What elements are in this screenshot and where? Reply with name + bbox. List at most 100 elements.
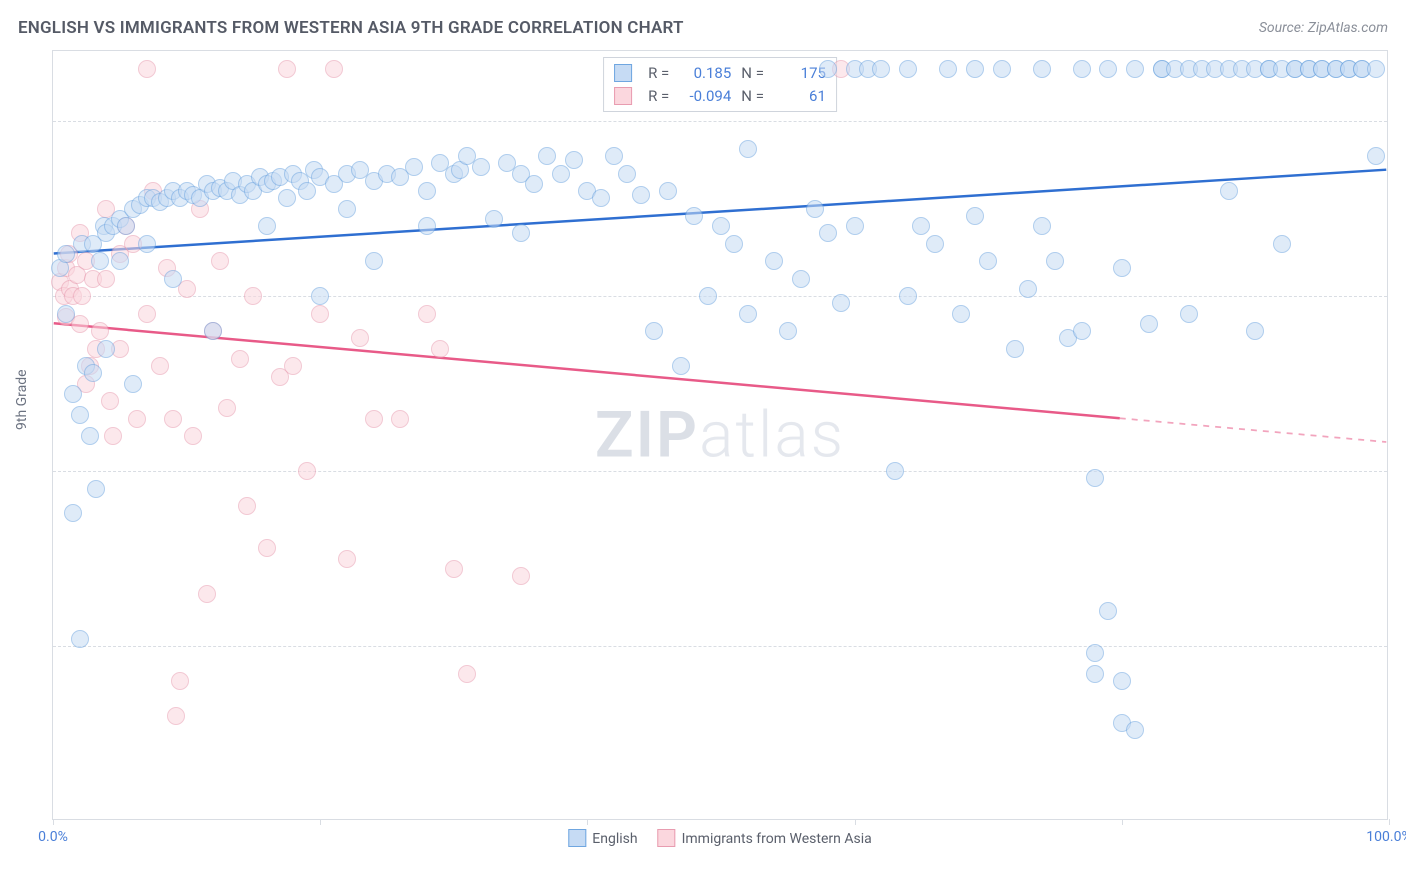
stats-value-n: 61 <box>774 85 826 108</box>
header-row: ENGLISH VS IMMIGRANTS FROM WESTERN ASIA … <box>18 18 1388 38</box>
x-tick <box>587 819 588 825</box>
y-axis-title: 9th Grade <box>14 369 30 430</box>
trend-line-dashed <box>1120 418 1387 442</box>
data-point <box>1220 182 1238 200</box>
legend-swatch <box>614 64 632 82</box>
stats-label-r: R = <box>648 62 669 85</box>
data-point <box>806 200 824 218</box>
data-point <box>792 270 810 288</box>
data-point <box>101 392 119 410</box>
x-tick-label: 100.0% <box>1366 829 1406 845</box>
data-point <box>1367 147 1385 165</box>
data-point <box>525 175 543 193</box>
data-point <box>117 217 135 235</box>
data-point <box>71 406 89 424</box>
y-tick-label: 95.0% <box>1397 288 1406 304</box>
stats-label-n: N = <box>741 62 764 85</box>
data-point <box>1099 602 1117 620</box>
stats-row: R =0.185N =175 <box>614 62 826 85</box>
data-point <box>365 252 383 270</box>
gridline-h <box>53 471 1387 472</box>
data-point <box>97 340 115 358</box>
data-point <box>565 151 583 169</box>
data-point <box>311 305 329 323</box>
y-tick-label: 100.0% <box>1397 113 1406 129</box>
data-point <box>204 322 222 340</box>
data-point <box>1126 60 1144 78</box>
data-point <box>939 60 957 78</box>
chart-title: ENGLISH VS IMMIGRANTS FROM WESTERN ASIA … <box>18 18 684 38</box>
data-point <box>1046 252 1064 270</box>
data-point <box>151 357 169 375</box>
data-point <box>966 207 984 225</box>
data-point <box>1033 217 1051 235</box>
trend-lines-layer <box>53 51 1387 819</box>
source-attribution: Source: ZipAtlas.com <box>1259 20 1388 36</box>
data-point <box>472 158 490 176</box>
data-point <box>138 60 156 78</box>
x-tick <box>1389 819 1390 825</box>
data-point <box>618 165 636 183</box>
x-tick <box>320 819 321 825</box>
correlation-stats-box: R =0.185N =175R =-0.094N =61 <box>603 57 837 112</box>
data-point <box>418 182 436 200</box>
data-point <box>538 147 556 165</box>
data-point <box>278 60 296 78</box>
data-point <box>1073 322 1091 340</box>
data-point <box>739 140 757 158</box>
legend-bottom: EnglishImmigrants from Western Asia <box>568 829 871 847</box>
data-point <box>659 182 677 200</box>
data-point <box>164 270 182 288</box>
data-point <box>284 357 302 375</box>
data-point <box>418 217 436 235</box>
stats-label-n: N = <box>741 85 764 108</box>
y-tick-label: 90.0% <box>1397 463 1406 479</box>
data-point <box>81 427 99 445</box>
data-point <box>325 60 343 78</box>
data-point <box>1180 305 1198 323</box>
data-point <box>445 560 463 578</box>
data-point <box>244 287 262 305</box>
data-point <box>278 189 296 207</box>
data-point <box>84 364 102 382</box>
data-point <box>71 630 89 648</box>
data-point <box>124 375 142 393</box>
gridline-h <box>53 646 1387 647</box>
data-point <box>338 550 356 568</box>
data-point <box>886 462 904 480</box>
data-point <box>926 235 944 253</box>
data-point <box>1113 672 1131 690</box>
data-point <box>91 252 109 270</box>
stats-label-r: R = <box>648 85 669 108</box>
data-point <box>979 252 997 270</box>
data-point <box>391 410 409 428</box>
watermark-left: ZIP <box>595 398 699 473</box>
data-point <box>97 270 115 288</box>
data-point <box>1019 280 1037 298</box>
data-point <box>672 357 690 375</box>
data-point <box>111 252 129 270</box>
data-point <box>211 252 229 270</box>
stats-row: R =-0.094N =61 <box>614 85 826 108</box>
data-point <box>819 224 837 242</box>
data-point <box>712 217 730 235</box>
data-point <box>218 399 236 417</box>
legend-swatch <box>614 87 632 105</box>
data-point <box>351 329 369 347</box>
data-point <box>739 305 757 323</box>
x-tick <box>855 819 856 825</box>
data-point <box>899 287 917 305</box>
data-point <box>592 189 610 207</box>
data-point <box>104 427 122 445</box>
data-point <box>238 497 256 515</box>
data-point <box>485 210 503 228</box>
data-point <box>365 410 383 428</box>
data-point <box>832 294 850 312</box>
data-point <box>138 305 156 323</box>
data-point <box>298 462 316 480</box>
data-point <box>57 245 75 263</box>
data-point <box>458 665 476 683</box>
watermark-right: atlas <box>699 398 845 473</box>
data-point <box>1033 60 1051 78</box>
x-tick <box>1122 819 1123 825</box>
